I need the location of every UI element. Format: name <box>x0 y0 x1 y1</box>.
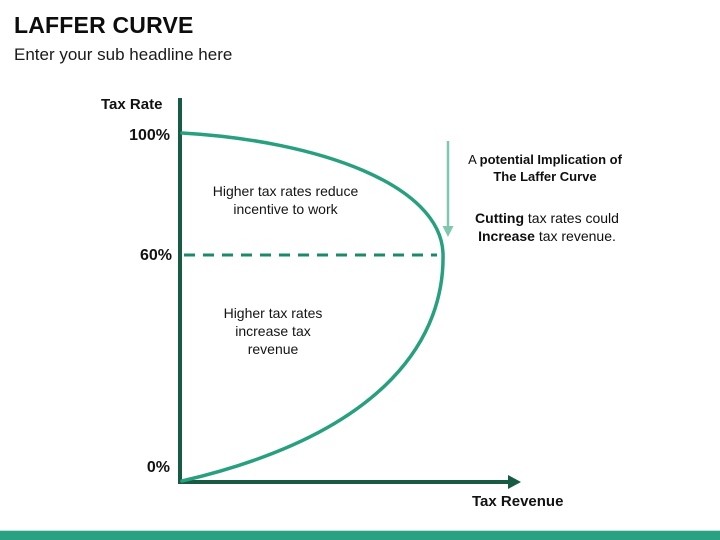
side-note-heading: A potential Implication of The Laffer Cu… <box>452 151 638 185</box>
annotation-upper-region: Higher tax rates reduce incentive to wor… <box>198 182 373 218</box>
page-title: LAFFER CURVE <box>14 12 194 38</box>
side-note-implication: Cutting tax rates could Increase tax rev… <box>452 209 642 245</box>
y-axis-title: Tax Rate <box>101 96 163 113</box>
annotation-upper-line2: incentive to work <box>233 201 338 217</box>
y-tick-60: 60% <box>139 247 172 264</box>
x-axis-arrowhead-icon <box>508 475 521 489</box>
implication-line1: Cutting tax rates could <box>475 210 619 226</box>
down-arrow-head-icon <box>442 226 454 237</box>
annotation-lower-line1: Higher tax rates <box>223 305 323 321</box>
x-axis-title: Tax Revenue <box>472 493 564 510</box>
y-tick-100: 100% <box>129 127 170 144</box>
annotation-lower-region: Higher tax rates increase tax revenue <box>202 304 344 358</box>
annotation-lower-line2: increase tax <box>235 323 311 339</box>
footer-accent-bar <box>0 530 720 540</box>
annotation-upper-line1: Higher tax rates reduce <box>212 183 359 199</box>
implication-line2: Increase tax revenue. <box>478 228 616 244</box>
y-tick-0: 0% <box>146 459 170 476</box>
laffer-curve-path <box>180 131 445 483</box>
annotation-lower-line3: revenue <box>247 341 299 357</box>
page-subtitle: Enter your sub headline here <box>14 45 233 64</box>
side-note-line2: The Laffer Curve <box>493 169 597 184</box>
side-note-line1: A potential Implication of <box>468 152 622 167</box>
